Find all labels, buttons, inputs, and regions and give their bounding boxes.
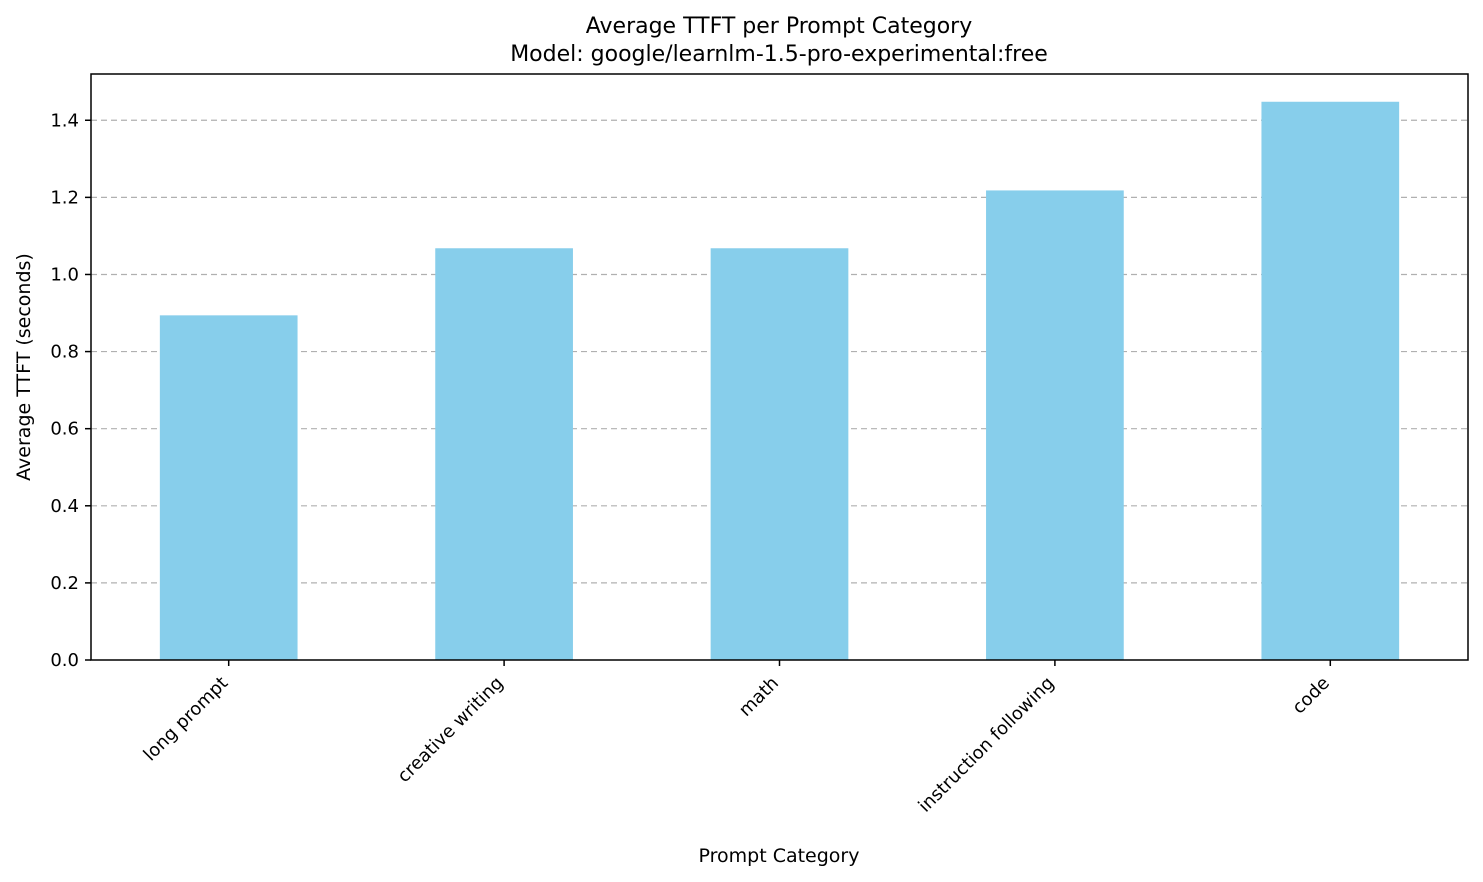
bar-long-prompt [159, 315, 298, 660]
chart-subtitle: Model: google/learnlm-1.5-pro-experiment… [510, 42, 1048, 67]
plot-frame [90, 73, 1469, 661]
x-tick-label: creative writing [393, 673, 507, 787]
y-tick-label: 0.0 [50, 650, 79, 671]
y-tick-label: 0.2 [50, 573, 79, 594]
y-tick-label: 1.4 [50, 110, 79, 131]
chart-title: Average TTFT per Prompt Category [586, 14, 972, 39]
x-tick-label: math [735, 673, 783, 721]
x-tick-label: long prompt [140, 673, 233, 766]
y-tick-label: 0.4 [50, 496, 79, 517]
bar-creative-writing [435, 248, 573, 661]
y-tick-label: 1.0 [50, 264, 79, 285]
bar-math [710, 248, 849, 661]
y-tick-label: 0.8 [50, 342, 79, 363]
x-axis-label: Prompt Category [699, 845, 860, 867]
bar-code [1261, 101, 1400, 661]
x-tick-label: instruction following [914, 673, 1058, 817]
y-tick-label: 0.6 [50, 419, 79, 440]
y-axis-label: Average TTFT (seconds) [13, 253, 35, 481]
y-tick-label: 1.2 [50, 187, 79, 208]
bars [159, 101, 1400, 661]
bar-instruction-following [986, 190, 1124, 660]
x-tick-label: code [1288, 673, 1334, 719]
